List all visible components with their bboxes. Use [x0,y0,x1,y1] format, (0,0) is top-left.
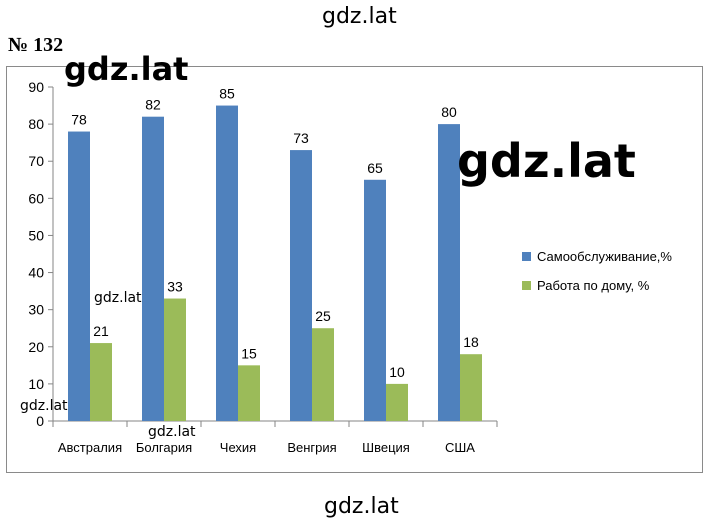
y-tick-label: 50 [28,227,44,243]
watermark-small-2: gdz.lat [20,398,68,414]
data-label: 15 [241,345,257,361]
watermark-top: gdz.lat [322,4,397,29]
legend-label-self-service: Самообслуживание,% [537,249,672,264]
data-label: 25 [315,308,331,324]
category-label: Венгрия [287,440,336,455]
watermark-large-1: gdz.lat [64,50,189,88]
y-tick-label: 30 [28,302,44,318]
bar-self-service [438,124,460,421]
category-label: Швеция [362,440,410,455]
bar-housework [164,298,186,421]
legend-swatch-self-service [522,252,531,261]
category-label: Австралия [58,440,122,455]
legend-item-self-service: Самообслуживание,% [522,249,672,264]
y-tick-label: 70 [28,153,44,169]
bar-housework [312,328,334,421]
bar-self-service [290,150,312,422]
y-tick-label: 80 [28,116,44,132]
data-label: 21 [93,323,109,339]
chart-bars [68,105,482,422]
category-label: Чехия [220,440,256,455]
data-label: 82 [145,97,161,113]
data-label: 85 [219,86,235,102]
legend-item-housework: Работа по дому, % [522,278,649,293]
category-label: Болгария [136,440,192,455]
bar-self-service [142,116,164,421]
bar-housework [238,365,260,421]
y-tick-label: 90 [28,79,44,95]
watermark-large-2: gdz.lat [457,134,636,188]
bar-self-service [364,179,386,421]
y-tick-label: 60 [28,190,44,206]
bar-housework [90,343,112,421]
bar-self-service [68,131,90,422]
bar-self-service [216,105,238,422]
chart-axes: 0 10 20 30 40 50 60 70 80 90 [28,79,498,429]
legend-label-housework: Работа по дому, % [537,278,650,293]
data-label: 78 [71,112,87,128]
y-tick-label: 10 [28,376,44,392]
data-label: 73 [293,130,309,146]
data-label: 80 [441,104,457,120]
watermark-small-1: gdz.lat [94,290,142,306]
data-label: 18 [463,334,479,350]
legend-swatch-housework [522,281,531,290]
bar-housework [460,354,482,421]
data-label: 65 [367,160,383,176]
y-tick-label: 0 [36,413,44,429]
y-tick-label: 40 [28,265,44,281]
data-label: 10 [389,364,405,380]
watermark-bottom: gdz.lat [324,494,399,519]
chart-labels: 78 21 Австралия 82 33 Болгария 85 15 Чехия 73 25 Ве… [58,86,479,455]
y-tick-label: 20 [28,339,44,355]
category-label: США [445,440,475,455]
watermark-small-3: gdz.lat [148,424,196,440]
bar-housework [386,383,408,421]
problem-number: № 132 [8,34,64,56]
chart-frame [6,66,703,473]
data-label: 33 [167,279,183,295]
